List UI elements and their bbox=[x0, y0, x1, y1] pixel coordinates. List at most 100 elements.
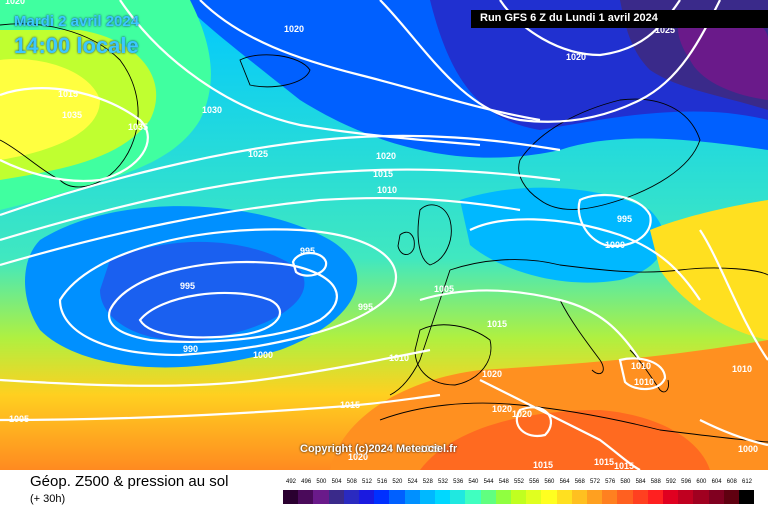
isobar-label: 1020 bbox=[492, 404, 512, 414]
isobar-line bbox=[58, 228, 397, 357]
isobar-label: 995 bbox=[300, 246, 315, 256]
scale-tick-label: 496 bbox=[301, 479, 312, 485]
isobar-label: 1020 bbox=[512, 409, 532, 419]
scale-swatch bbox=[465, 490, 481, 504]
scale-tick-label: 524 bbox=[407, 479, 418, 485]
isobar-label: 1000 bbox=[605, 240, 625, 250]
isobar-label: 995 bbox=[180, 281, 195, 291]
scale-swatch bbox=[556, 490, 572, 504]
isobar-line bbox=[379, 0, 721, 123]
scale-swatch bbox=[374, 490, 390, 504]
scale-tick-label: 512 bbox=[361, 479, 372, 485]
isobar-label: 1020 bbox=[5, 0, 25, 6]
scale-swatch bbox=[739, 490, 755, 504]
isobar-line bbox=[0, 134, 561, 217]
scale-swatch bbox=[571, 490, 587, 504]
field-atlantic-core bbox=[100, 241, 305, 341]
isobar-label: 1005 bbox=[434, 284, 454, 294]
isobar-line bbox=[577, 193, 652, 248]
isobar-label: 1025 bbox=[655, 25, 675, 35]
scale-swatch bbox=[526, 490, 542, 504]
run-info-text: Run GFS 6 Z du Lundi 1 avril 2024 bbox=[480, 12, 658, 24]
scale-swatch bbox=[602, 490, 618, 504]
isobar-label: 1010 bbox=[389, 353, 409, 363]
isobars bbox=[0, 0, 768, 470]
isobar-line bbox=[291, 251, 328, 277]
isobar-line bbox=[138, 291, 281, 339]
scale-swatch bbox=[678, 490, 694, 504]
scale-swatch bbox=[723, 490, 739, 504]
isobar-label: 1020 bbox=[376, 151, 396, 161]
coast-greenland bbox=[0, 23, 139, 188]
scale-swatch bbox=[663, 490, 679, 504]
scale-tick-label: 556 bbox=[529, 479, 540, 485]
scale-tick-label: 572 bbox=[589, 479, 600, 485]
isobar-line bbox=[618, 357, 667, 391]
scale-tick-label: 608 bbox=[726, 479, 737, 485]
isobar-line bbox=[699, 229, 768, 361]
scale-swatch bbox=[313, 490, 329, 504]
scale-swatch bbox=[587, 490, 603, 504]
scale-swatch bbox=[495, 490, 511, 504]
scale-swatch bbox=[283, 490, 299, 504]
coast-scandinavia bbox=[518, 98, 701, 210]
legend-subtitle: (+ 30h) bbox=[30, 493, 66, 505]
isobar-label: 990 bbox=[183, 344, 198, 354]
scale-swatch bbox=[435, 490, 451, 504]
legend-bar: Géop. Z500 & pression au sol (+ 30h) 492… bbox=[0, 470, 768, 512]
scale-tick-label: 612 bbox=[741, 479, 752, 485]
isobar-label: 1020 bbox=[348, 452, 368, 462]
coast-italy bbox=[559, 299, 604, 374]
scale-swatch bbox=[617, 490, 633, 504]
isobar-label: 1015 bbox=[373, 169, 393, 179]
scale-swatch bbox=[511, 490, 527, 504]
scale-swatch bbox=[359, 490, 375, 504]
scale-swatch bbox=[541, 490, 557, 504]
isobar-label: 1000 bbox=[253, 350, 273, 360]
isobar-label: 1015 bbox=[594, 457, 614, 467]
forecast-date: Mardi 2 avril 2024 bbox=[14, 13, 140, 30]
scale-tick-label: 568 bbox=[574, 479, 585, 485]
scale-swatch bbox=[389, 490, 405, 504]
scale-swatch bbox=[480, 490, 496, 504]
scale-swatch bbox=[419, 490, 435, 504]
isobar-line bbox=[0, 168, 561, 242]
weather-map: 1020 1020 1025 1015 1035 1035 1030 1025 … bbox=[0, 0, 768, 470]
scale-tick-label: 548 bbox=[498, 479, 509, 485]
scale-swatch bbox=[328, 490, 344, 504]
scale-tick-label: 536 bbox=[453, 479, 464, 485]
scale-tick-label: 564 bbox=[559, 479, 570, 485]
coast-africa bbox=[379, 402, 768, 443]
scale-tick-label: 560 bbox=[544, 479, 555, 485]
scale-tick-label: 528 bbox=[422, 479, 433, 485]
scale-swatch bbox=[298, 490, 314, 504]
run-info-box bbox=[471, 10, 768, 28]
scale-tick-label: 492 bbox=[285, 479, 296, 485]
coast-ireland bbox=[397, 231, 415, 255]
isobar-line bbox=[119, 0, 481, 147]
field-europe-trough bbox=[460, 187, 665, 283]
coast-iberia bbox=[414, 324, 492, 386]
scale-tick-label: 504 bbox=[331, 479, 342, 485]
scale-tick-label: 584 bbox=[635, 479, 646, 485]
isobar-line bbox=[107, 260, 338, 343]
isobar-label: 1000 bbox=[738, 444, 758, 454]
isobar-line bbox=[479, 379, 641, 470]
isobar-line bbox=[0, 87, 149, 182]
isobar-label: 1005 bbox=[9, 414, 29, 424]
isobar-label: 1015 bbox=[487, 319, 507, 329]
isobar-label: 1010 bbox=[631, 361, 651, 371]
scale-swatch bbox=[450, 490, 466, 504]
isobar-label: 995 bbox=[358, 302, 373, 312]
scale-tick-label: 532 bbox=[437, 479, 448, 485]
scale-tick-label: 508 bbox=[346, 479, 357, 485]
scale-tick-label: 540 bbox=[468, 479, 479, 485]
scale-tick-label: 600 bbox=[696, 479, 707, 485]
isobar-line bbox=[515, 406, 552, 438]
coast-britain bbox=[417, 204, 452, 266]
isobar-label: 1015 bbox=[533, 460, 553, 470]
field-greenland-yellow bbox=[0, 59, 100, 160]
isobar-label: 1010 bbox=[634, 377, 654, 387]
isobar-label: 995 bbox=[617, 214, 632, 224]
